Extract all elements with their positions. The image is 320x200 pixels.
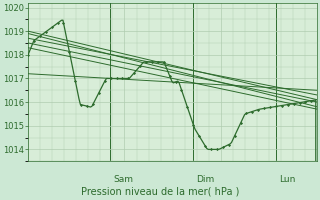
Text: Dim: Dim	[196, 175, 215, 184]
Text: Lun: Lun	[279, 175, 295, 184]
Text: Sam: Sam	[114, 175, 134, 184]
Text: Pression niveau de la mer( hPa ): Pression niveau de la mer( hPa )	[81, 186, 239, 196]
